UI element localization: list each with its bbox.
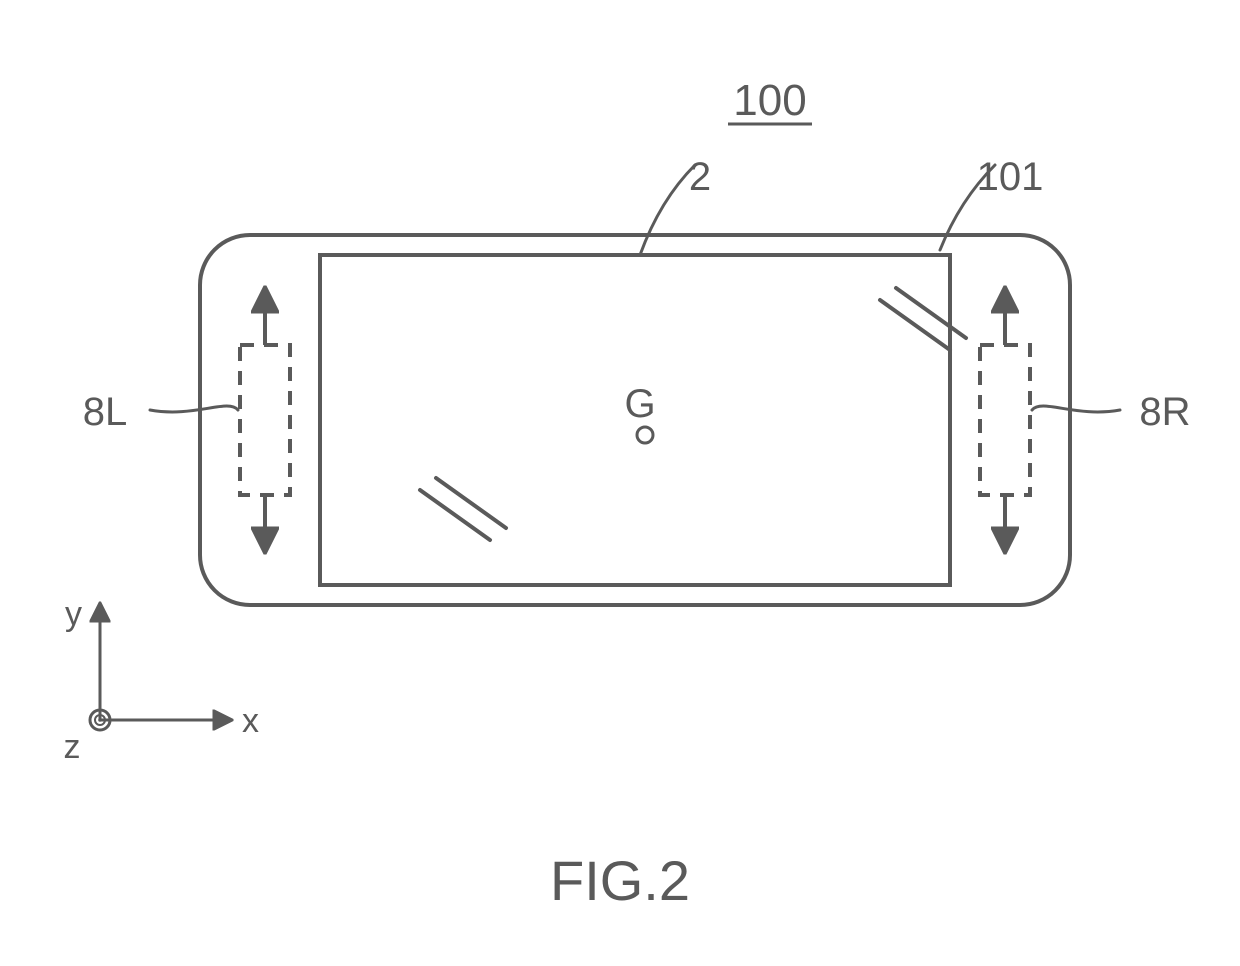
ref-device: 100 (733, 76, 806, 125)
figure-caption: FIG.2 (550, 849, 690, 912)
ref-body: 101 (977, 155, 1044, 199)
gloss-mark-top-right (896, 288, 966, 338)
ref-left: 8L (83, 390, 128, 434)
gloss-mark-bottom-left (420, 490, 490, 540)
center-dot (637, 427, 653, 443)
leader-left (150, 406, 238, 412)
actuator-left (240, 345, 290, 495)
center-label: G (624, 382, 655, 426)
axis-z-dot (98, 718, 102, 722)
leader-screen (640, 165, 695, 255)
gloss-mark-bottom-left (436, 478, 506, 528)
axis-y-label: y (65, 595, 82, 633)
actuator-right (980, 345, 1030, 495)
axis-x-label: x (242, 702, 259, 740)
gloss-mark-top-right (880, 300, 950, 350)
ref-right: 8R (1139, 390, 1190, 434)
axis-z-label: z (64, 728, 81, 766)
ref-screen: 2 (689, 155, 711, 199)
leader-right (1032, 406, 1120, 412)
